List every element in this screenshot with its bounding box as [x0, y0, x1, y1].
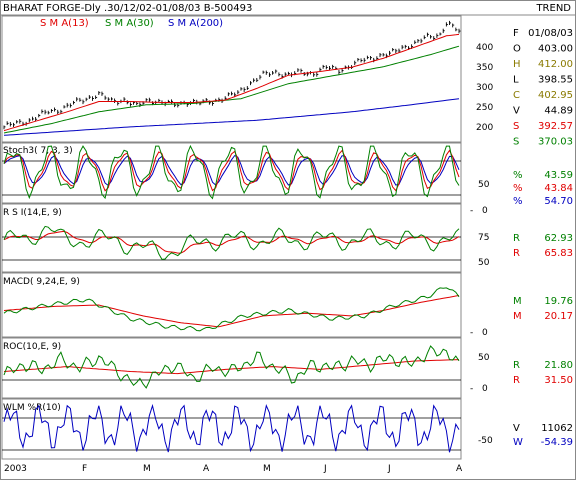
price-panel: [1, 15, 462, 143]
price-readout-value: 370.03: [538, 137, 573, 148]
chart-title: BHARAT FORGE-Dly .30/12/02-01/08/03 B-50…: [3, 3, 252, 14]
roc-readout-value: 21.80: [544, 360, 573, 371]
x-label-jun: J: [323, 464, 327, 474]
x-label-feb: F: [82, 464, 87, 474]
price-tick-250: 250: [476, 103, 493, 113]
roc-panel: [1, 337, 462, 399]
price-readout-value: 01/08/03: [528, 28, 573, 39]
price-readout-key: S: [513, 137, 519, 148]
trend-label: TREND: [535, 3, 571, 14]
price-readout-key: H: [513, 59, 521, 70]
price-readout-value: 398.55: [538, 75, 573, 86]
stoch-readout-key: %: [513, 170, 523, 181]
price-readout-value: 412.00: [538, 59, 573, 70]
price-readout-value: 403.00: [538, 44, 573, 55]
roc-zero-dash: -: [470, 384, 473, 394]
stoch-zero-dash: -: [470, 206, 473, 216]
x-label-aug: A: [456, 464, 463, 474]
rsi-readout-key: R: [513, 233, 520, 244]
macd-title: MACD( 9,24,E, 9): [3, 277, 80, 287]
wlm-readout-value: -54.39: [541, 437, 573, 448]
macd-zero-dash: -: [470, 328, 473, 338]
rsi-tick-75: 75: [478, 233, 489, 243]
wlm-readout-key: W: [513, 437, 523, 448]
stoch-title: Stoch3( 7, 3, 3): [3, 146, 73, 156]
macd-line: [3, 287, 460, 332]
rsi-readout-value: 62.93: [544, 233, 573, 244]
sma13-line: [3, 33, 460, 132]
roc-readout-value: 31.50: [544, 375, 573, 386]
wlm-readout-value: 11062: [541, 423, 573, 434]
price-tick-300: 300: [476, 83, 493, 93]
price-tick-400: 400: [476, 43, 493, 53]
roc-readout-key: R: [513, 360, 520, 371]
price-readout-key: F: [513, 28, 519, 39]
price-readout-value: 44.89: [544, 106, 573, 117]
wlm-line: [3, 403, 460, 453]
stoch-signal-line: [3, 149, 460, 192]
macd-readout-value: 20.17: [544, 311, 573, 322]
wlm-readout-key: V: [513, 423, 520, 434]
x-label-mar: M: [143, 464, 151, 474]
x-label-apr: A: [203, 464, 210, 474]
price-readout-key: C: [513, 90, 520, 101]
roc-tick-50: 50: [478, 353, 490, 363]
stoch-readout-value: 43.59: [544, 170, 573, 181]
roc-signal-line: [3, 359, 460, 375]
legend-sma13: S M A(13): [40, 18, 89, 29]
rsi-title: R S I(14,E, 9): [3, 208, 62, 218]
legend-sma200: S M A(200): [168, 18, 223, 29]
stoch-tick-0: 0: [482, 206, 488, 216]
roc-line: [3, 345, 460, 389]
macd-tick-0: 0: [482, 328, 488, 338]
stoch-readout-key: %: [513, 196, 523, 207]
price-readout-value: 402.95: [538, 90, 573, 101]
stoch-readout-value: 43.84: [544, 183, 573, 194]
x-label-may: M: [263, 464, 271, 474]
stoch-tick-50: 50: [478, 180, 490, 190]
price-readout-value: 392.57: [538, 121, 573, 132]
sma30-line: [3, 45, 460, 134]
wlm-panel: [1, 398, 462, 460]
macd-readout-key: M: [513, 296, 522, 307]
macd-readout-value: 19.76: [544, 296, 573, 307]
wlm-tick-minus50: -50: [478, 436, 493, 446]
roc-readout-key: R: [513, 375, 520, 386]
roc-tick-0: 0: [482, 384, 488, 394]
rsi-signal-line: [3, 230, 460, 254]
rsi-line: [3, 225, 460, 260]
stoch-slow-line: [3, 154, 460, 187]
rsi-tick-50: 50: [478, 258, 490, 268]
legend-sma30: S M A(30): [105, 18, 154, 29]
macd-panel: [1, 272, 462, 338]
x-label-2003: 2003: [4, 464, 27, 474]
stoch-k-line: [3, 144, 460, 200]
macd-readout-key: M: [513, 311, 522, 322]
rsi-readout-key: R: [513, 248, 520, 259]
stoch-readout-value: 54.70: [544, 196, 573, 207]
roc-title: ROC(10,E, 9): [3, 342, 61, 352]
stoch-panel: [1, 142, 462, 204]
rsi-panel: [1, 203, 462, 273]
x-label-jul: J: [387, 464, 391, 474]
price-readout-key: O: [513, 44, 521, 55]
price-readout-key: L: [513, 75, 519, 86]
sma200-line: [3, 98, 460, 136]
price-tick-350: 350: [476, 63, 493, 73]
price-tick-200: 200: [476, 123, 493, 133]
stoch-readout-key: %: [513, 183, 523, 194]
price-readout-key: S: [513, 121, 519, 132]
price-readout-key: V: [513, 106, 520, 117]
wlm-title: WLM %R(10): [3, 403, 61, 413]
rsi-readout-value: 65.83: [544, 248, 573, 259]
